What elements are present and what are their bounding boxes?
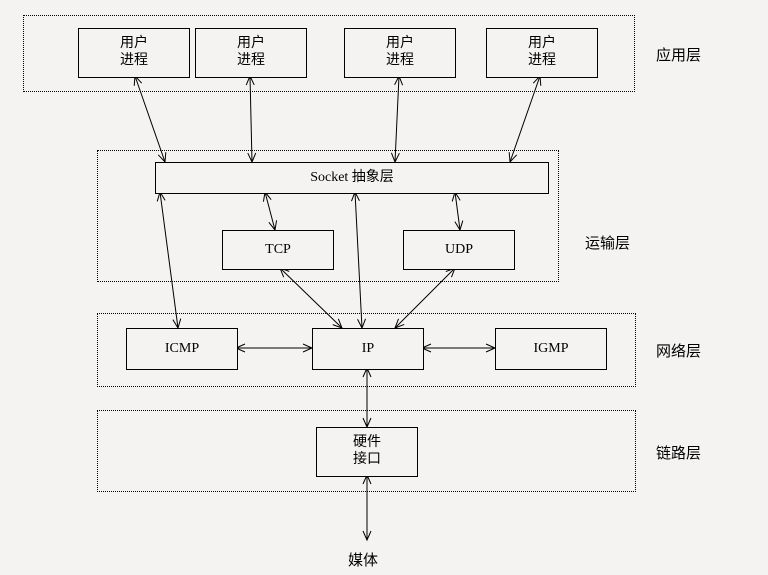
layer-label-net: 网络层 [656,340,701,361]
layer-label-trans: 运输层 [585,232,630,253]
node-ip: IP [312,328,424,370]
node-socket: Socket 抽象层 [155,162,549,194]
layer-label-link: 链路层 [656,442,701,463]
node-udp: UDP [403,230,515,270]
node-tcp: TCP [222,230,334,270]
node-icmp: ICMP [126,328,238,370]
node-user-process-3: 用户 进程 [344,28,456,78]
node-user-process-4: 用户 进程 [486,28,598,78]
node-igmp: IGMP [495,328,607,370]
media-label: 媒体 [348,549,378,570]
diagram-canvas: 应用层 运输层 网络层 链路层 用户 进程 用户 进程 用户 进程 用户 进程 … [0,0,768,575]
node-user-process-1: 用户 进程 [78,28,190,78]
layer-label-app: 应用层 [656,44,701,65]
node-hw: 硬件 接口 [316,427,418,477]
node-user-process-2: 用户 进程 [195,28,307,78]
